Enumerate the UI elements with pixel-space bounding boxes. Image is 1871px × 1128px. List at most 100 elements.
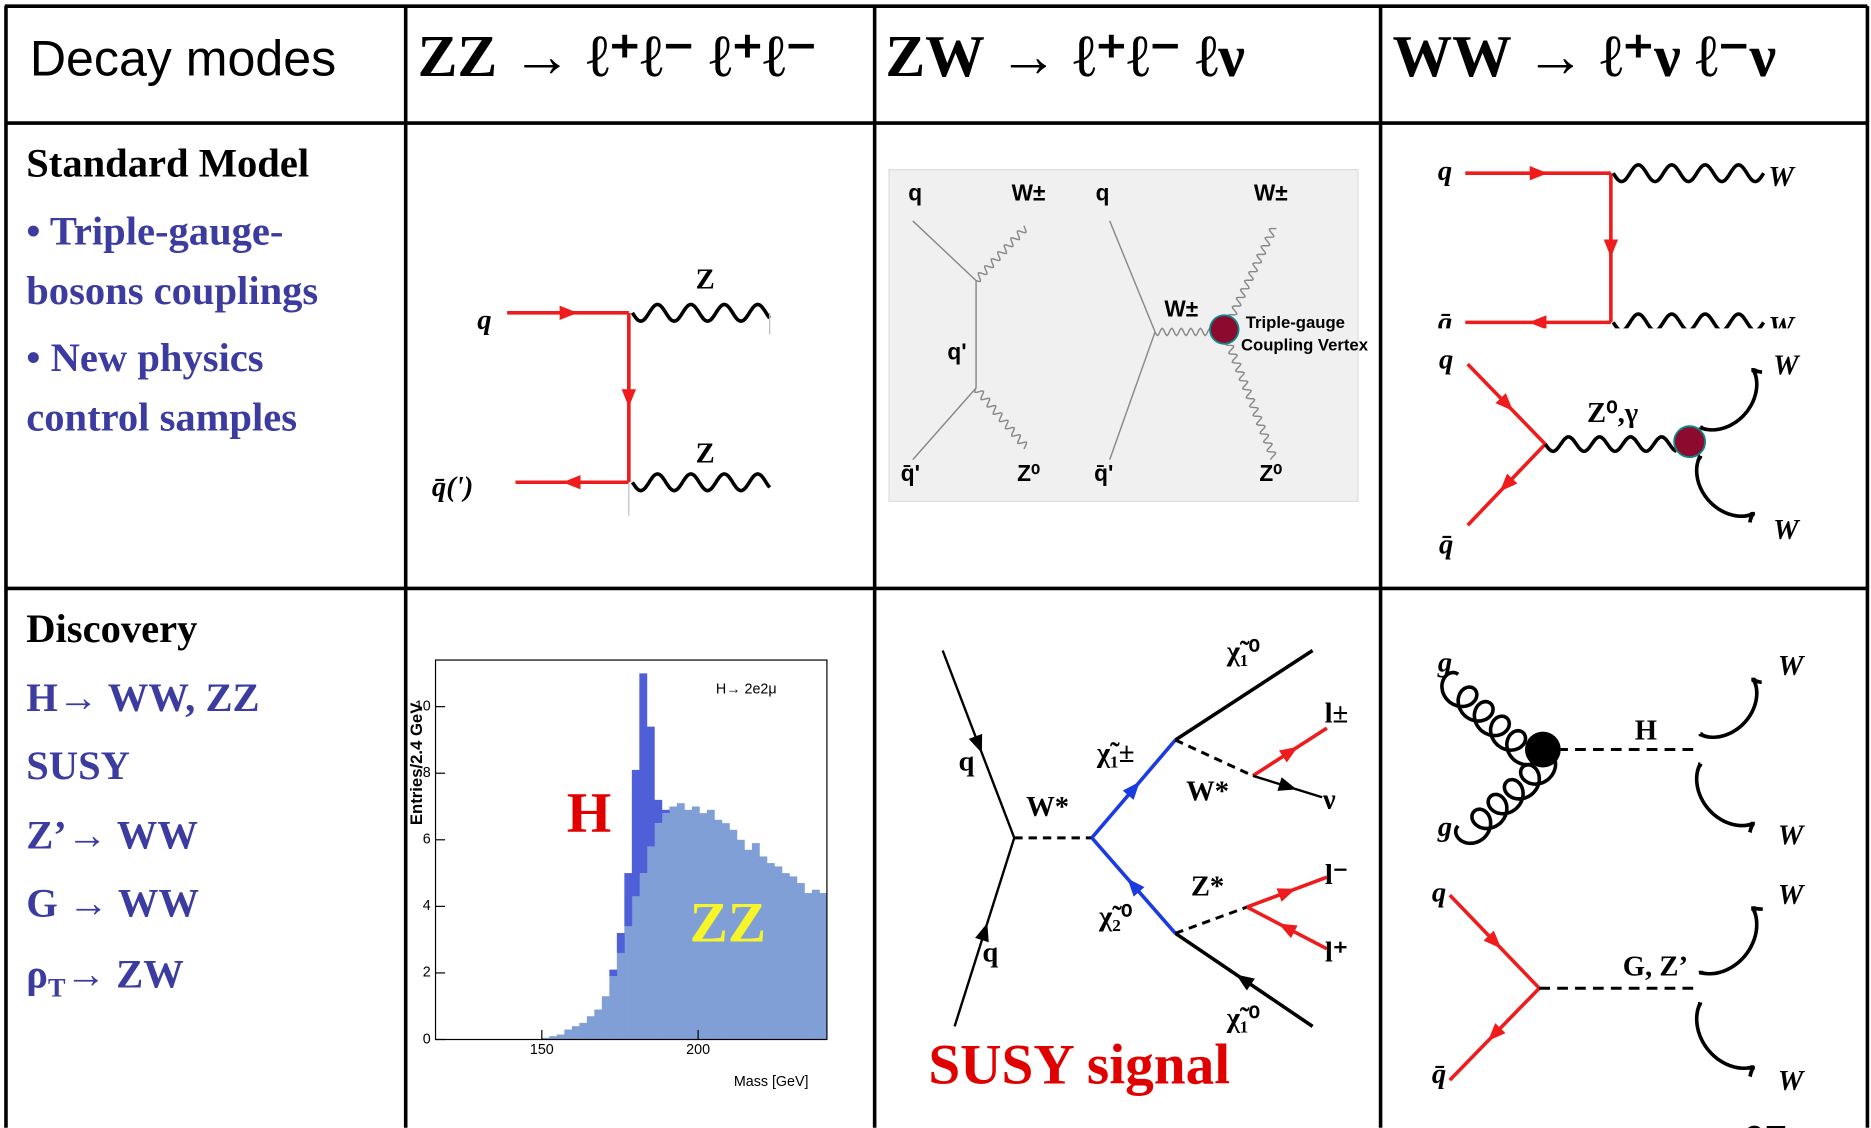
histogram-bar [609,976,618,1040]
arrow-head [1276,888,1296,902]
diagram-label: χ̃₁± [1096,737,1135,769]
diagram-label: q [1432,877,1446,909]
arrow-head [1487,1023,1506,1041]
histogram-bar [706,809,715,1040]
row-line: Z’→ WW [26,812,198,857]
histogram-bar [699,813,708,1040]
header-cell: Decay modes [30,30,336,86]
histogram-bar [759,856,768,1040]
diagram-label: Z⁰ [1259,460,1282,486]
histogram-bar [661,813,670,1040]
histogram-bar [586,1016,595,1040]
arrow-head [621,389,636,408]
diagram-panel [888,169,1359,502]
diagram-label: q [1439,343,1453,375]
histogram-bar [564,1029,573,1040]
x-tick-label: 200 [686,1042,710,1058]
diagram-label: l± [1325,698,1349,730]
histogram-bar [624,926,633,1040]
histogram-bar [556,1034,565,1040]
histogram-bar [579,1022,588,1040]
row-line: control samples [26,395,297,440]
coupling-vertex [1673,425,1707,459]
gluon [1698,906,1763,976]
row-line: • Triple-gauge- [26,209,283,254]
diagram-label: W [1778,650,1806,682]
histogram-bar [639,873,648,1040]
y-axis-label: Entries/2.4 GeV [407,702,426,825]
boson [1220,331,1277,461]
caption: SUSY signal [928,1034,1230,1097]
propagator [1174,649,1314,742]
subscript: T [48,974,66,1003]
diagram-label: χ̃₂⁰ [1098,901,1133,933]
histogram-bar [594,1009,603,1040]
gluon [1440,670,1544,767]
gluon [1698,677,1762,740]
y-tick-label: 8 [423,765,431,781]
row-line: ρT→ ZW [26,952,184,1003]
boson [975,225,1027,283]
boson [630,472,772,493]
row-title: Discovery [26,606,197,651]
series-label: H [567,782,612,845]
coupling-vertex [1209,314,1240,345]
histogram-bar [654,799,663,824]
propagator [1109,331,1156,460]
diagram-label: Triple-gauge [1246,313,1345,332]
arrow-head [559,305,578,320]
histogram-bar [631,769,640,897]
rest: → ZW [65,952,183,997]
diagram-label: χ̃₁⁰ [1226,636,1261,668]
diagram-label: q [959,745,975,777]
diagram-label: q̄' [901,460,920,486]
diagram-label: G, Z’ [1623,951,1688,983]
gluon [1694,1001,1755,1078]
diagram-label: q' [947,338,966,364]
arrow-head [1499,473,1518,492]
diagram-label: q̄(') [432,471,473,503]
arrow-head [1495,393,1514,411]
diagram-label: q [982,936,998,968]
diagram-label: W [1778,819,1806,851]
diagram-label: q [1096,180,1110,206]
diagram-label: l⁻ [1325,859,1348,891]
table-grid [4,4,1870,1128]
diagram-label: q [477,304,491,336]
diagram-label: W [1773,349,1801,381]
x-axis-label: Mass [GeV] [734,1074,809,1090]
diagram-label: W [1773,514,1801,546]
histogram-bar [541,1037,550,1040]
histogram-bar [729,829,738,1040]
arrow-head [1483,930,1502,949]
gluon [1694,762,1755,834]
diagram-label: Z⁰,γ [1587,397,1638,429]
y-tick-label: 10 [415,698,431,714]
y-tick-label: 4 [423,898,431,914]
arrow-head [1603,239,1619,258]
diagram-label: W± [1254,180,1288,206]
propagator [1174,905,1248,935]
diagram-label: H [1635,714,1657,746]
diagram-label: Z [696,263,715,295]
diagram-label: q̄ [1432,1058,1446,1090]
header-cell: ZW → ℓ⁺ℓ⁻ ℓν [885,23,1245,89]
histogram-bar [744,849,753,1040]
arrow-head [1122,781,1140,800]
histogram-bar [646,726,655,847]
row-line: bosons couplings [26,268,318,313]
boson [630,302,772,324]
diagram-label: W [1768,161,1796,193]
histogram-bar [676,803,685,1040]
diagram-label: q̄ [1439,528,1453,560]
histogram-bar [691,806,700,1040]
diagram-label: W* [1186,775,1229,807]
histogram-bar [639,673,648,874]
row-line: • New physics [26,335,263,380]
histogram-bar [721,823,730,1040]
histogram-bar [624,873,633,927]
diagram-label: W [1768,311,1796,343]
histogram-bar [819,893,828,1040]
plot-frame [434,659,828,1041]
